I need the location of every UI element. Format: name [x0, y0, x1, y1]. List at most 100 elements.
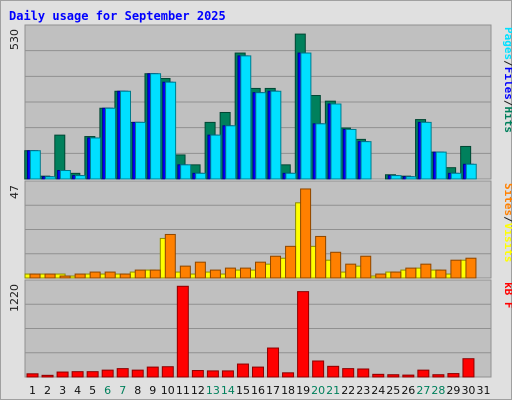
bar	[134, 269, 146, 279]
bar	[435, 151, 447, 180]
panel-kb-f: 1220 kB F	[8, 279, 512, 378]
bar	[255, 92, 267, 180]
bar	[357, 368, 370, 378]
bar	[131, 369, 144, 378]
bar	[116, 368, 129, 378]
x-tick-label: 11	[176, 384, 190, 397]
legend-entry: /	[502, 216, 512, 223]
bar	[206, 370, 219, 378]
bar	[101, 369, 114, 378]
legend-entry: kB F	[502, 282, 512, 309]
bar	[209, 269, 221, 279]
bar	[300, 52, 312, 180]
x-tick-label: 10	[161, 384, 175, 397]
x-tick-label: 25	[386, 384, 400, 397]
bar	[360, 141, 372, 180]
bar	[191, 370, 204, 378]
bar	[59, 275, 71, 279]
bar	[345, 263, 357, 279]
bar	[221, 370, 234, 378]
x-tick-label: 19	[296, 384, 310, 397]
bar	[26, 373, 39, 378]
x-tick-label: 29	[446, 384, 460, 397]
bar	[267, 347, 280, 378]
legend-entry: Sites	[502, 183, 512, 216]
bar	[180, 164, 192, 180]
bar	[270, 90, 282, 180]
bar	[44, 273, 56, 279]
bar	[179, 265, 191, 279]
bar	[74, 175, 86, 180]
bar	[270, 255, 282, 279]
bar	[420, 121, 432, 180]
x-tick-label: 20	[311, 384, 325, 397]
x-tick-label: 2	[44, 384, 51, 397]
bar	[252, 366, 264, 378]
chart-panels: 530Pages/Files/Hits47Sites/Visits1220kB …	[8, 24, 512, 378]
y-axis-max-label: 530	[8, 29, 21, 50]
bar	[282, 372, 295, 378]
bar	[195, 172, 207, 180]
bar	[165, 81, 177, 180]
bar	[447, 373, 460, 378]
panel-legend: kB F	[502, 282, 512, 309]
x-tick-label: 31	[476, 384, 490, 397]
bar	[236, 363, 249, 378]
bar	[285, 245, 297, 279]
bar	[146, 366, 159, 378]
x-axis-day-labels: 1 2 3 4 5 6 7 8 9 10 11 12 13 14 15 16 17 18 19 20 21 22 23 24 2…	[29, 384, 490, 397]
bar	[224, 267, 236, 279]
legend-entry: Pages	[502, 27, 512, 60]
x-tick-label: 18	[281, 384, 295, 397]
bar	[59, 170, 71, 180]
x-tick-label: 9	[149, 384, 156, 397]
bar	[432, 374, 445, 378]
x-tick-label: 17	[266, 384, 280, 397]
bar	[119, 273, 131, 279]
bar	[194, 261, 206, 279]
bar	[327, 365, 340, 378]
series-sites	[29, 188, 477, 279]
bar	[44, 176, 56, 180]
bar	[342, 368, 355, 378]
y-axis-max-label: 47	[8, 185, 21, 199]
bar	[360, 255, 372, 279]
x-tick-label: 23	[356, 384, 370, 397]
bar	[345, 128, 357, 180]
bar	[450, 259, 462, 279]
bar	[312, 360, 325, 378]
bar	[405, 267, 417, 279]
bar	[86, 371, 99, 378]
bar	[255, 261, 266, 279]
bar	[402, 374, 415, 378]
y-axis-max-label: 1220	[8, 284, 21, 312]
bar	[372, 373, 385, 378]
bar	[120, 90, 132, 180]
bar	[56, 371, 69, 378]
bar	[450, 172, 462, 180]
bar	[375, 273, 387, 279]
bar	[390, 175, 402, 180]
x-tick-label: 8	[134, 384, 141, 397]
bar	[285, 172, 297, 180]
x-tick-label: 14	[221, 384, 235, 397]
x-tick-label: 22	[341, 384, 355, 397]
series-pages	[29, 52, 477, 180]
panel-visits-sites: 47 Sites/Visits	[8, 180, 512, 279]
chart-title: Daily usage for September 2025	[9, 9, 226, 23]
x-tick-label: 30	[461, 384, 475, 397]
bar	[240, 55, 252, 180]
x-tick-label: 16	[251, 384, 265, 397]
panel-legend: Pages/Files/Hits	[502, 27, 512, 133]
x-tick-label: 15	[236, 384, 250, 397]
bar	[417, 369, 430, 378]
legend-entry: /	[502, 100, 512, 107]
x-tick-label: 26	[401, 384, 415, 397]
bar	[420, 263, 432, 279]
bar	[135, 121, 147, 180]
bar	[74, 273, 86, 279]
x-tick-label: 24	[371, 384, 385, 397]
